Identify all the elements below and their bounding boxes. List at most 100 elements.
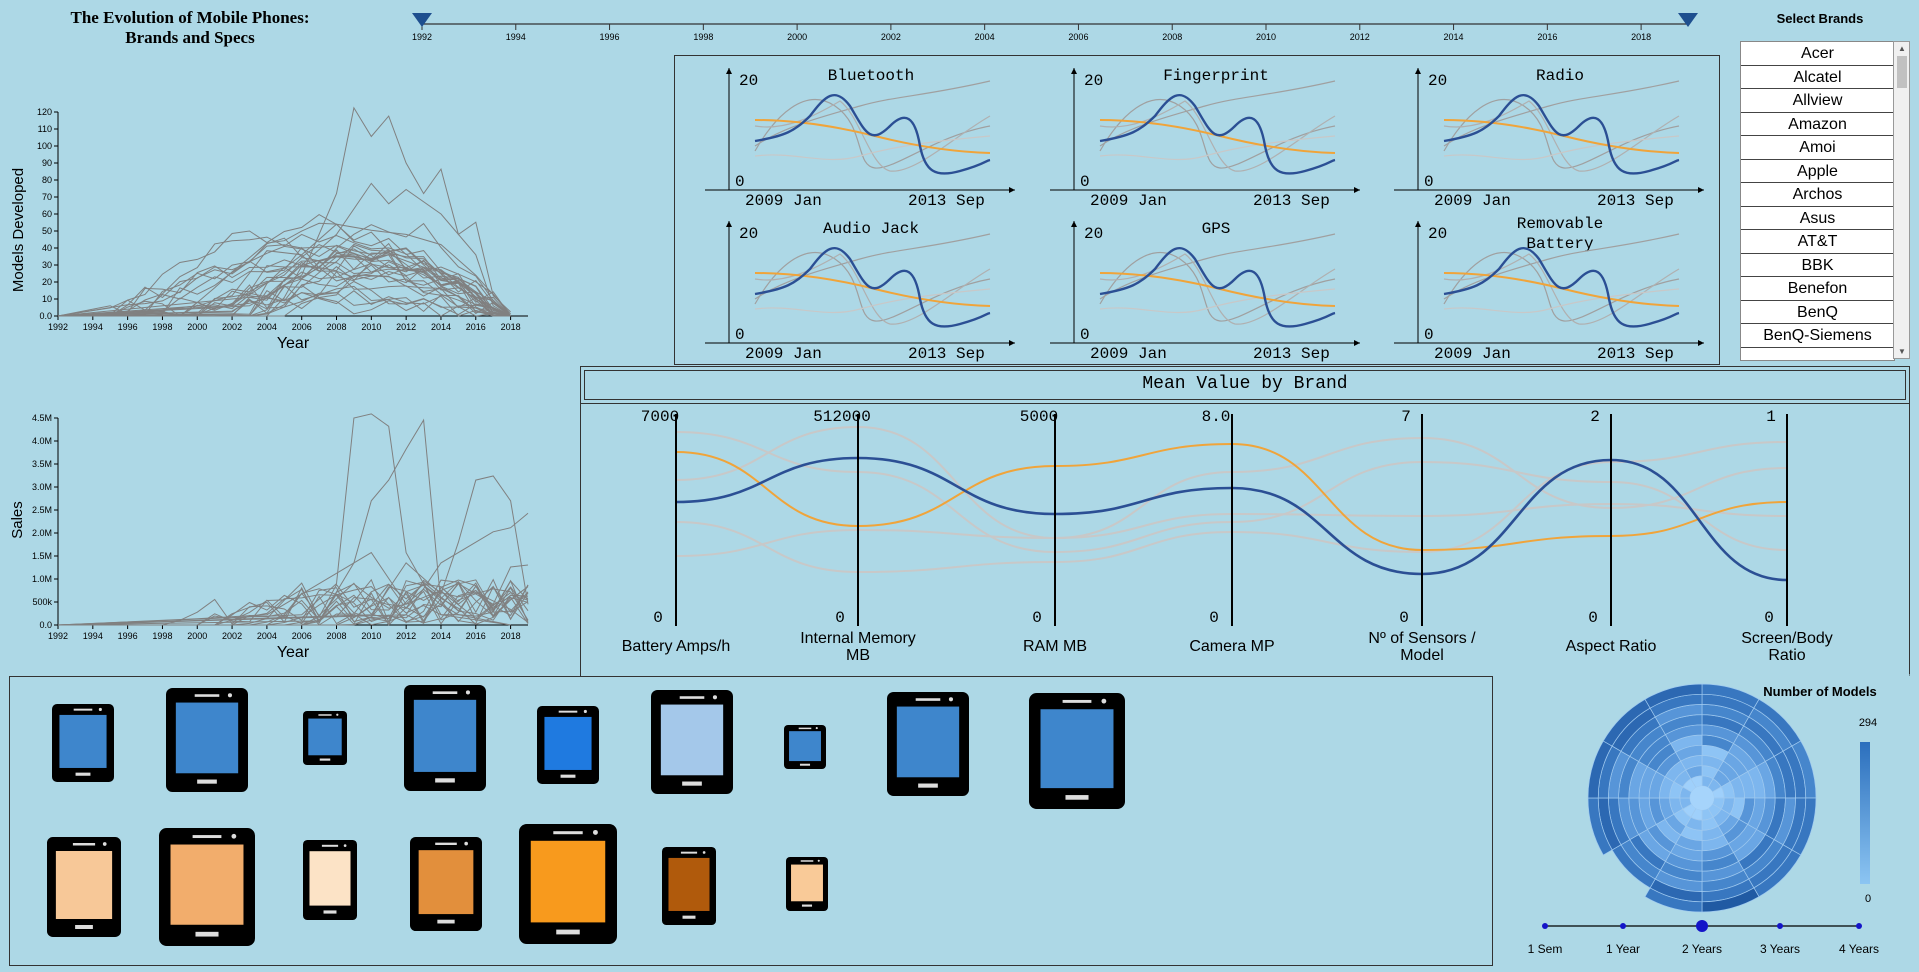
models-y-tick-label: 0.0 xyxy=(39,311,52,321)
phone-camera xyxy=(702,851,706,854)
phone-icon[interactable] xyxy=(519,824,617,944)
sales-x-tick-label: 2000 xyxy=(187,631,207,641)
sales-y-tick-label: 2.5M xyxy=(32,505,52,515)
sales-brand-line xyxy=(58,586,529,626)
phone-icon[interactable] xyxy=(786,857,828,911)
brand-item[interactable]: Apple xyxy=(1741,160,1894,183)
models-brand-line xyxy=(57,214,511,317)
period-tick[interactable] xyxy=(1777,923,1783,929)
period-tick[interactable] xyxy=(1856,923,1862,929)
phone-icon[interactable] xyxy=(651,690,733,794)
arrow-right-icon xyxy=(1698,340,1704,346)
radial-cell[interactable] xyxy=(1644,683,1703,709)
feature-gray-line xyxy=(1443,100,1680,172)
brand-item[interactable]: Acer xyxy=(1741,42,1894,66)
phone-icon[interactable] xyxy=(784,725,826,769)
models-brand-line xyxy=(58,248,511,317)
scroll-thumb[interactable] xyxy=(1897,56,1907,88)
arrow-right-icon xyxy=(1354,340,1360,346)
phone-icon[interactable] xyxy=(404,685,486,791)
phone-icon[interactable] xyxy=(47,837,121,937)
radial-cell[interactable] xyxy=(1644,887,1703,913)
sales-brand-line xyxy=(58,579,529,626)
feature-x-end-label: 2013 Sep xyxy=(908,345,985,363)
models-y-tick-label: 120 xyxy=(37,107,52,117)
feature-x-start-label: 2009 Jan xyxy=(1090,345,1167,363)
phone-screen xyxy=(791,864,823,902)
brand-item[interactable]: Alcatel xyxy=(1741,66,1894,89)
models-x-axis-label: Year xyxy=(277,335,310,352)
phone-icon[interactable] xyxy=(159,828,255,946)
phone-camera xyxy=(815,727,818,730)
period-tick[interactable] xyxy=(1620,923,1626,929)
sales-x-tick-label: 1996 xyxy=(118,631,138,641)
models-x-tick-label: 2000 xyxy=(187,322,207,332)
phone-icon[interactable] xyxy=(410,837,482,931)
period-tick[interactable] xyxy=(1542,923,1548,929)
parallel-title: Mean Value by Brand xyxy=(584,370,1906,400)
models-brand-line xyxy=(57,106,511,317)
feature-gray-line xyxy=(1099,288,1336,314)
timeline-tick-label: 2010 xyxy=(1256,32,1276,42)
parallel-axis-label: RAM MB xyxy=(1023,638,1087,655)
feature-y-min-label: 0 xyxy=(1080,326,1090,344)
phone-icon[interactable] xyxy=(662,847,716,925)
timeline-start-handle[interactable] xyxy=(412,13,432,27)
feature-y-max-label: 20 xyxy=(739,225,758,243)
brand-item[interactable]: Benefon xyxy=(1741,277,1894,301)
feature-y-min-label: 0 xyxy=(1424,326,1434,344)
phone-icon[interactable] xyxy=(52,704,114,782)
title-line-2: Brands and Specs xyxy=(125,28,255,47)
phone-home-button xyxy=(801,904,813,907)
phone-camera xyxy=(712,695,718,700)
feature-x-start-label: 2009 Jan xyxy=(1434,192,1511,210)
brand-list-scrollbar[interactable]: ▲ ▼ xyxy=(1893,41,1910,359)
feature-gray-line xyxy=(754,135,991,161)
parallel-axis-label: Battery Amps/h xyxy=(622,638,731,655)
brand-item[interactable]: Amazon xyxy=(1741,113,1894,136)
brand-item[interactable]: Amoi xyxy=(1741,136,1894,160)
phone-icon[interactable] xyxy=(1029,693,1125,809)
phone-icon[interactable] xyxy=(303,840,357,920)
brand-item[interactable]: AT&T xyxy=(1741,230,1894,254)
phone-screen xyxy=(55,851,113,919)
sales-chart: 0.0 500k 1.0M 1.5M 2.0M 2.5M 3.0M 3.5M 4.0M 4.5M 1… xyxy=(9,413,529,661)
brand-item[interactable]: BBK xyxy=(1741,254,1894,277)
feature-gray-line xyxy=(1099,135,1336,161)
timeline-slider[interactable]: 1992 1994 1996 1998 2000 2002 2004 2006 2008 2010… xyxy=(0,0,1919,60)
phone-home-button xyxy=(319,758,331,761)
brand-item[interactable]: Allview xyxy=(1741,89,1894,113)
models-x-tick-label: 2012 xyxy=(396,322,416,332)
scroll-up-icon[interactable]: ▲ xyxy=(1898,44,1906,53)
timeline-end-handle[interactable] xyxy=(1678,13,1698,27)
phone-icon[interactable] xyxy=(887,692,969,796)
parallel-axis-label: Ratio xyxy=(1768,647,1805,664)
feature-x-end-label: 2013 Sep xyxy=(908,192,985,210)
feature-x-end-label: 2013 Sep xyxy=(1253,345,1330,363)
sales-brand-line xyxy=(57,413,511,626)
scroll-down-icon[interactable]: ▼ xyxy=(1898,347,1906,356)
brand-item[interactable]: BenQ xyxy=(1741,301,1894,324)
period-handle[interactable] xyxy=(1696,920,1708,932)
timeline-tick-label: 2000 xyxy=(787,32,807,42)
models-brand-line xyxy=(58,284,511,317)
brand-item[interactable]: BenQ-Siemens xyxy=(1741,324,1894,348)
phone-camera xyxy=(1101,698,1107,704)
phone-icon[interactable] xyxy=(166,688,248,792)
brand-item[interactable]: Archos xyxy=(1741,183,1894,207)
phone-camera xyxy=(817,859,820,862)
period-slider[interactable]: 1 Sem 1 Year 2 Years 3 Years 4 Years xyxy=(1510,910,1919,960)
brand-item[interactable]: Asus xyxy=(1741,207,1894,230)
radial-heatmap[interactable] xyxy=(1560,670,1820,930)
models-x-tick-label: 2014 xyxy=(431,322,451,332)
brand-list[interactable]: Acer Alcatel Allview Amazon Amoi Apple Archos A… xyxy=(1740,41,1895,361)
models-y-tick-label: 20 xyxy=(42,277,52,287)
feature-x-end-label: 2013 Sep xyxy=(1253,192,1330,210)
phone-speaker xyxy=(192,835,222,839)
phone-icon[interactable] xyxy=(537,706,599,784)
feature-gray-line xyxy=(1099,80,1336,147)
phone-icon[interactable] xyxy=(303,711,347,765)
period-label: 2 Years xyxy=(1682,942,1722,956)
phone-speaker xyxy=(558,710,578,713)
